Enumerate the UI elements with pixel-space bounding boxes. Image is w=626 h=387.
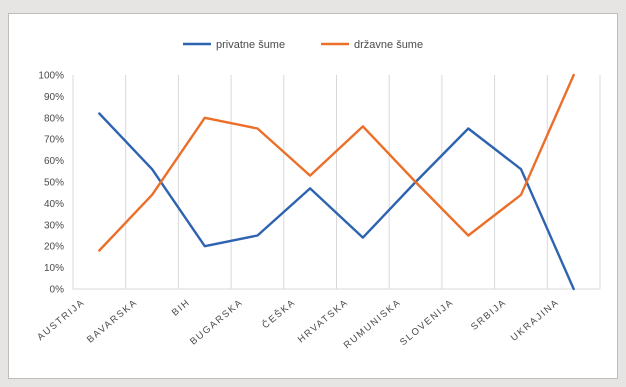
y-tick-label: 0%: [50, 285, 65, 296]
x-tick-label: SLOVENIJA: [398, 297, 456, 348]
x-tick-label: SRBIJA: [469, 297, 509, 333]
x-tick-label: HRVATSKA: [296, 297, 351, 346]
x-tick-label: BUGARSKA: [188, 297, 245, 348]
y-tick-label: 30%: [44, 220, 64, 231]
chart-frame: [8, 13, 618, 379]
x-tick-label: RUMUNISKA: [342, 297, 404, 351]
legend-label: državne šume: [354, 39, 423, 51]
y-tick-label: 90%: [44, 92, 64, 103]
y-tick-label: 100%: [38, 71, 64, 82]
y-tick-label: 10%: [44, 263, 64, 274]
x-tick-label: ČEŠKA: [260, 297, 298, 331]
y-tick-label: 40%: [44, 199, 64, 210]
x-tick-label: UKRAJINA: [509, 297, 562, 344]
y-tick-label: 80%: [44, 113, 64, 124]
x-tick-label: BAVARSKA: [85, 297, 140, 346]
legend-label: privatne šume: [216, 39, 285, 51]
series-line-2: [98, 73, 575, 252]
x-tick-label: BIH: [170, 297, 193, 319]
y-tick-label: 50%: [44, 178, 64, 189]
series-line-1: [98, 112, 575, 291]
y-tick-label: 20%: [44, 242, 64, 253]
x-tick-label: AUSTRIJA: [35, 297, 87, 343]
y-tick-label: 60%: [44, 156, 64, 167]
y-tick-label: 70%: [44, 135, 64, 146]
